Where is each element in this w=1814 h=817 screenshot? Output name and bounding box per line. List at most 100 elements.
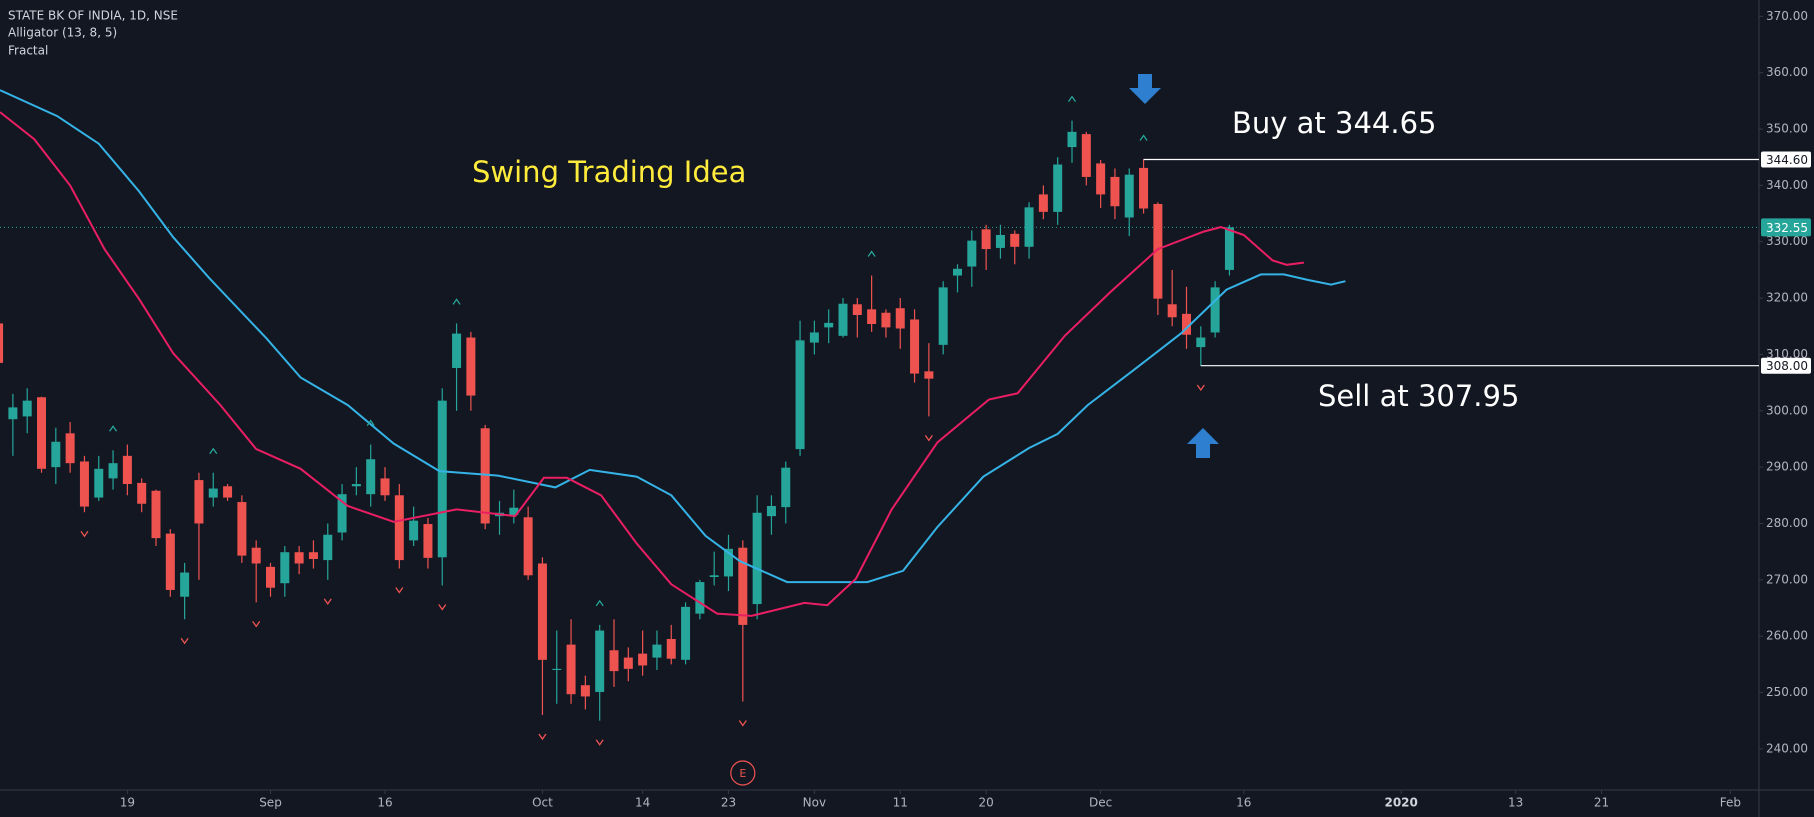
fractal-down (180, 637, 189, 645)
y-tick-label: 330.00 (1766, 234, 1808, 248)
candle-body (423, 524, 433, 558)
candle-body (366, 459, 376, 495)
fractal-up (1139, 134, 1148, 141)
candle-body (709, 575, 719, 578)
candle-body (1053, 164, 1063, 212)
level-label: 344.60 (1766, 153, 1808, 167)
candle-body (824, 322, 834, 328)
fractal-up (595, 599, 604, 607)
x-tick-label: 13 (1508, 796, 1523, 810)
candle-body (852, 304, 862, 315)
candle-body (552, 668, 562, 670)
candle-body (208, 488, 218, 498)
indicator-label: Fractal (8, 44, 48, 58)
x-tick-label: 14 (635, 796, 650, 810)
candle-body (22, 400, 32, 417)
candle-body (251, 547, 261, 564)
candle-body (180, 572, 190, 597)
y-tick-label: 270.00 (1766, 572, 1808, 586)
candle-body (466, 337, 476, 396)
last-price-box (1761, 218, 1811, 237)
candle-body (308, 552, 318, 559)
x-tick-label: 16 (377, 796, 392, 810)
annotation: Sell at 307.95 (1318, 379, 1519, 413)
fractal-down (595, 739, 604, 746)
candle-body (967, 240, 977, 267)
candle-body (323, 534, 333, 561)
candle-body (337, 494, 347, 533)
candle-body (394, 495, 404, 561)
event-label: E (739, 767, 746, 780)
candle-body (537, 563, 547, 660)
candle-body (65, 433, 75, 464)
candle-body (79, 461, 89, 507)
candle-body (609, 650, 619, 672)
candle-body (981, 229, 991, 250)
candle-body (1153, 203, 1163, 299)
candle-body (94, 468, 104, 498)
fractal-down (80, 530, 89, 538)
y-tick-label: 240.00 (1766, 741, 1808, 755)
fractal-down (924, 435, 933, 442)
y-tick-label: 260.00 (1766, 629, 1808, 643)
candle-body (638, 653, 648, 666)
candle-body (924, 371, 934, 379)
candle-body (953, 268, 963, 276)
candle-body (523, 517, 533, 576)
candle-body (223, 486, 233, 498)
x-tick-label: Sep (259, 796, 282, 810)
candle-body (1067, 131, 1077, 148)
fractal-down (252, 620, 261, 628)
fractal-up (1067, 95, 1077, 102)
candle-body (266, 566, 276, 588)
x-tick-label: 23 (721, 796, 736, 810)
candle-body (867, 309, 877, 325)
x-tick-label: Nov (803, 796, 826, 810)
candle-body (1096, 163, 1106, 195)
candle-body (738, 547, 748, 625)
candle-body (380, 478, 390, 496)
candle-body (151, 490, 161, 539)
candle-body (881, 312, 891, 328)
y-tick-label: 310.00 (1766, 347, 1808, 361)
candle-body (0, 323, 4, 363)
x-tick-label: 20 (978, 796, 993, 810)
candle-body (280, 552, 290, 584)
y-tick-label: 300.00 (1766, 403, 1808, 417)
candle-body (681, 606, 691, 660)
candle-body (595, 630, 605, 692)
candle-body (409, 520, 419, 541)
fractal-down (738, 720, 747, 727)
candle-body (895, 308, 905, 329)
fractal-down (538, 733, 547, 741)
x-tick-label: Feb (1720, 796, 1741, 810)
candle-body (237, 502, 247, 556)
x-tick-label: 16 (1236, 796, 1251, 810)
fractal-down (395, 587, 404, 594)
candle-body (1196, 337, 1206, 348)
candle-body (938, 287, 948, 345)
fractal-up (867, 250, 876, 257)
plot-area: E (0, 89, 1759, 786)
y-tick-label: 340.00 (1766, 178, 1808, 192)
x-tick-label: 2020 (1384, 796, 1417, 810)
y-tick-label: 350.00 (1766, 122, 1808, 136)
level-label-box (1761, 357, 1811, 374)
candle-body (108, 463, 118, 479)
candle-body (437, 400, 447, 558)
candle-body (1024, 207, 1034, 247)
candle-body (165, 533, 175, 590)
candle-body (37, 397, 47, 469)
fractal-up (109, 425, 118, 432)
candle-body (1139, 167, 1149, 209)
candle-body (838, 303, 848, 336)
annotation: Swing Trading Idea (472, 155, 746, 189)
candle-body (1038, 194, 1048, 212)
x-tick-label: Oct (532, 796, 553, 810)
indicator-label: Alligator (13, 8, 5) (8, 26, 117, 40)
level-label-box (1761, 151, 1811, 168)
x-tick-label: Dec (1089, 796, 1112, 810)
x-tick-label: 19 (120, 796, 135, 810)
